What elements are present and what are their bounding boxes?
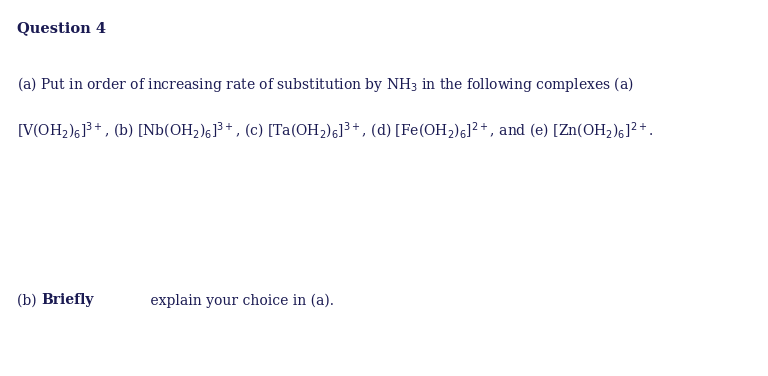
Text: Briefly: Briefly xyxy=(41,293,94,307)
Text: (b): (b) xyxy=(17,293,41,307)
Text: explain your choice in (a).: explain your choice in (a). xyxy=(146,293,334,308)
Text: [V(OH$_2$)$_6$]$^{3+}$, (b) [Nb(OH$_2$)$_6$]$^{3+}$, (c) [Ta(OH$_2$)$_6$]$^{3+}$: [V(OH$_2$)$_6$]$^{3+}$, (b) [Nb(OH$_2$)$… xyxy=(17,120,654,141)
Text: (a) Put in order of increasing rate of substitution by NH$_3$ in the following c: (a) Put in order of increasing rate of s… xyxy=(17,75,634,94)
Text: Question 4: Question 4 xyxy=(17,21,106,35)
